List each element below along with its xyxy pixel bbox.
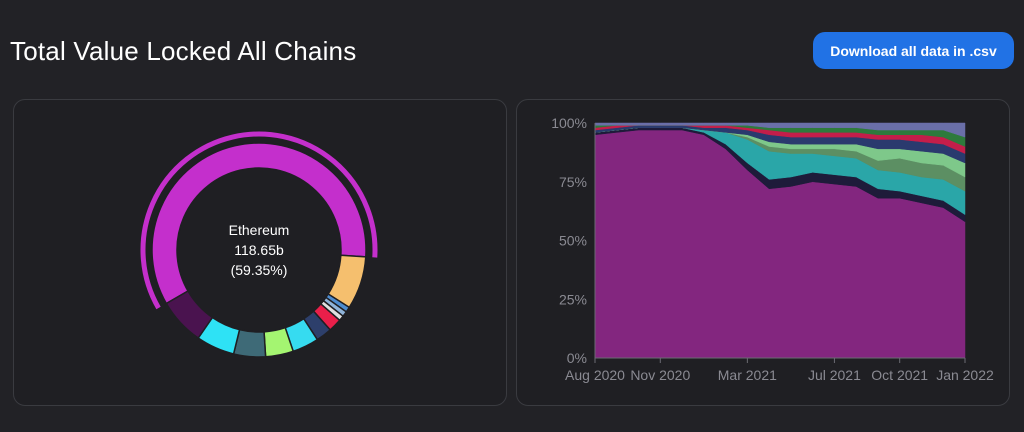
active-chain-percent: (59.35%) [231, 262, 288, 278]
dominance-panel: 100% 75% 50% 25% 0% Aug 2020 Nov 2020 Mar 2021… [516, 99, 1010, 406]
x-tick-label: Oct 2021 [871, 367, 928, 383]
x-tick-label: Jan 2022 [936, 367, 994, 383]
tvl-dominance-area-chart[interactable]: 100% 75% 50% 25% 0% Aug 2020 Nov 2020 Mar 2021… [517, 100, 1011, 407]
x-tick-label: Nov 2020 [630, 367, 690, 383]
page-title: Total Value Locked All Chains [10, 36, 357, 66]
download-csv-button[interactable]: Download all data in .csv [813, 32, 1014, 69]
y-tick-label: 0% [567, 350, 587, 366]
x-tick-label: Aug 2020 [565, 367, 625, 383]
active-chain-name: Ethereum [229, 222, 290, 238]
x-tick-label: Mar 2021 [718, 367, 777, 383]
pie-slice-12[interactable] [165, 289, 214, 340]
y-tick-label: 50% [559, 233, 587, 249]
y-tick-label: 25% [559, 291, 587, 307]
active-slice-outer-ring [140, 131, 378, 310]
y-tick-label: 100% [551, 115, 587, 131]
x-tick-label: Jul 2021 [808, 367, 861, 383]
y-tick-label: 75% [559, 174, 587, 190]
active-chain-value: 118.65b [234, 242, 284, 258]
tvl-donut-chart[interactable]: Ethereum 118.65b (59.35%) [14, 100, 508, 407]
pie-slice-ethereum[interactable] [151, 142, 367, 305]
area-layer-9 [594, 122, 966, 138]
chain-share-panel: Ethereum 118.65b (59.35%) [13, 99, 507, 406]
